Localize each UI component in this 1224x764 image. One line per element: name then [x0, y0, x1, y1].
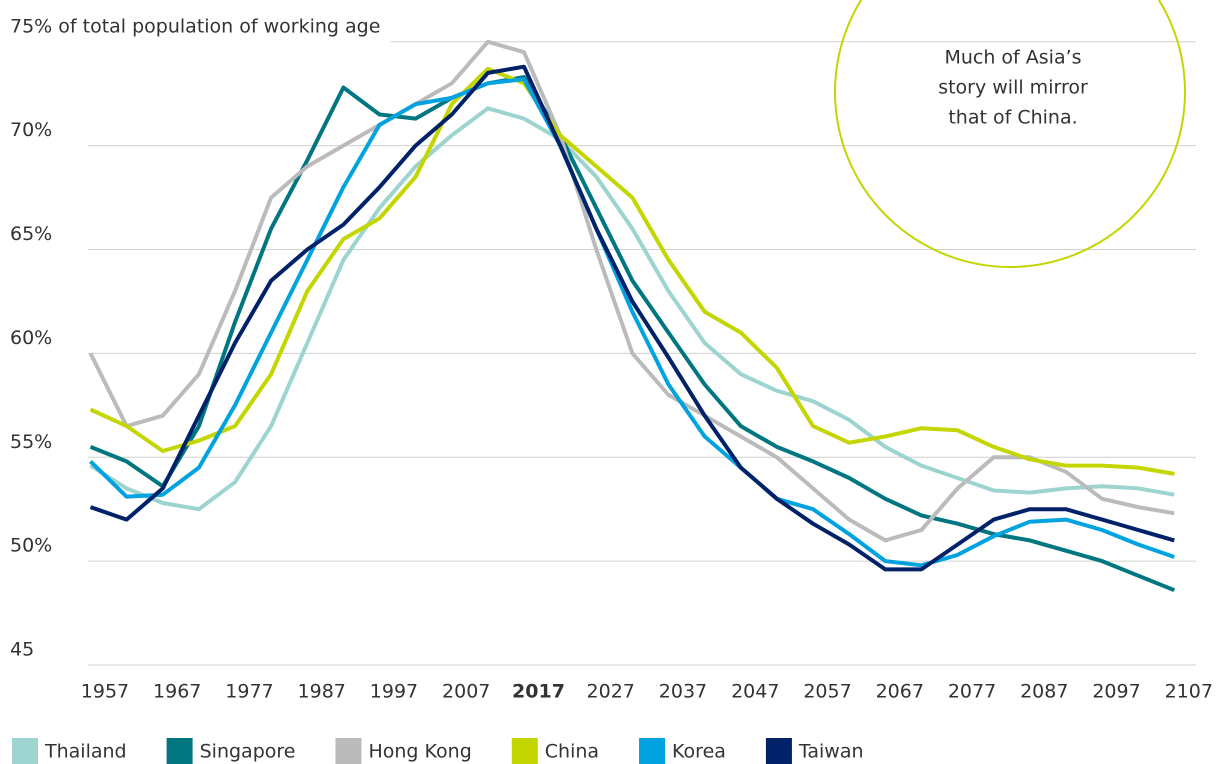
annotation-text: Much of Asia’s [944, 47, 1081, 69]
y-tick-label: 65% [10, 223, 52, 245]
x-tick-label: 2107 [1165, 681, 1213, 703]
y-tick-label: 55% [10, 431, 52, 453]
x-tick-label: 2037 [659, 681, 707, 703]
series-line [88, 39, 1175, 543]
y-tick-label: 60% [10, 327, 52, 349]
x-tick-label: 2097 [1092, 681, 1140, 703]
legend-swatch [511, 738, 538, 764]
x-tick-label: 1957 [81, 681, 129, 703]
legend-label: Hong Kong [368, 741, 471, 763]
annotation-circle [834, 0, 1186, 268]
x-tick-label: 2057 [803, 681, 851, 703]
x-tick-label: 2017 [512, 681, 565, 703]
legend-label: China [545, 741, 599, 763]
x-tick-label: 2077 [948, 681, 996, 703]
legend-swatch [12, 738, 38, 764]
legend-label: Singapore [200, 741, 296, 763]
legend-label: Taiwan [798, 741, 864, 763]
x-tick-label: 1987 [298, 681, 346, 703]
y-tick-label: 45 [10, 639, 34, 661]
series-line [89, 77, 1175, 568]
legend-label: Korea [672, 741, 726, 763]
x-tick-label: 2067 [876, 681, 924, 703]
x-tick-label: 2007 [442, 681, 490, 703]
annotation-text: story will mirror [938, 77, 1088, 99]
legend-swatch [335, 738, 362, 764]
x-tick-label: 1967 [153, 681, 201, 703]
legend-swatch [166, 738, 193, 764]
legend-label: Thailand [44, 741, 127, 763]
x-tick-label: 2027 [587, 681, 635, 703]
x-tick-label: 2047 [731, 681, 779, 703]
grid: 45 50% 55% 60% 65% 70% 75% of total population… [10, 15, 1196, 666]
y-tick-label: 75% of total population of working age [10, 15, 380, 37]
legend-swatch [765, 738, 792, 764]
x-tick-label: 2087 [1020, 681, 1068, 703]
series-line [89, 64, 1175, 572]
series-line [89, 66, 1175, 476]
series-line [89, 106, 1175, 512]
y-tick-label: 50% [10, 535, 52, 557]
y-tick-label: 70% [10, 119, 52, 141]
lines [88, 39, 1176, 593]
annotation-text: that of China. [948, 107, 1077, 129]
x-tick-label: 1977 [225, 681, 273, 703]
legend-swatch [639, 738, 666, 764]
x-tick-label: 1997 [370, 681, 418, 703]
